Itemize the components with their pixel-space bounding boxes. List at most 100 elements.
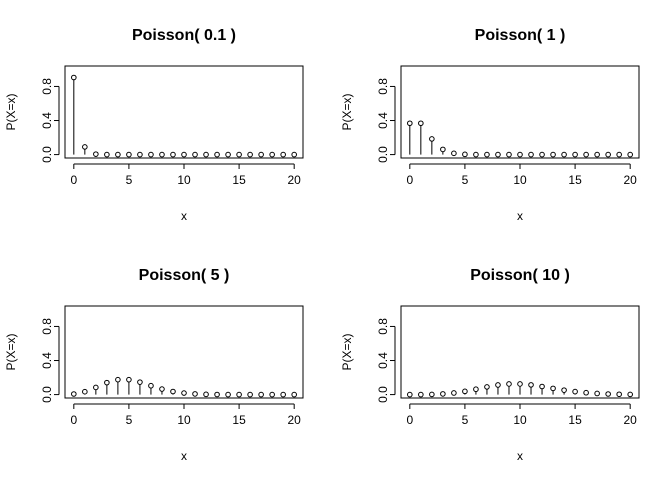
x-tick-label: 0	[406, 173, 413, 187]
data-point	[93, 151, 99, 157]
data-point	[605, 391, 611, 397]
data-point	[82, 388, 88, 395]
data-point	[561, 387, 567, 393]
plot-frame	[64, 65, 304, 159]
data-point	[104, 151, 110, 158]
data-point	[115, 151, 121, 158]
data-point	[616, 391, 622, 398]
y-tick-label: 0.0	[376, 146, 390, 163]
data-point	[583, 389, 589, 396]
data-point	[225, 151, 231, 158]
chart-title: Poisson( 5 )	[139, 267, 230, 284]
data-point	[159, 386, 165, 392]
data-point	[126, 376, 132, 383]
data-point	[280, 151, 286, 158]
chart-title: Poisson( 0.1 )	[132, 27, 236, 44]
data-point	[495, 382, 501, 388]
data-point	[473, 386, 479, 393]
data-point	[473, 151, 479, 158]
data-point	[137, 151, 143, 158]
plot-frame	[400, 305, 640, 399]
data-point	[407, 120, 413, 127]
data-point	[594, 390, 600, 397]
data-point	[181, 390, 187, 396]
data-point	[236, 151, 242, 158]
data-point	[148, 382, 154, 389]
plot-frame	[64, 305, 304, 399]
x-tick-label: 15	[568, 173, 582, 187]
data-point	[104, 379, 110, 386]
x-tick-label: 15	[232, 173, 246, 187]
x-axis-label: x	[181, 449, 187, 463]
data-point	[605, 151, 611, 158]
data-point	[462, 151, 468, 158]
x-axis-label: x	[181, 209, 187, 223]
x-tick-label: 0	[70, 413, 77, 427]
data-point	[407, 391, 413, 398]
data-point	[280, 391, 286, 398]
y-tick-label: 0.8	[40, 78, 54, 95]
data-point	[528, 382, 534, 388]
y-tick-label: 0.4	[40, 352, 54, 369]
data-point	[561, 151, 567, 158]
x-tick-label: 5	[126, 413, 133, 427]
data-point	[627, 391, 633, 398]
data-point	[247, 151, 253, 158]
data-point	[214, 151, 220, 158]
data-point	[214, 391, 220, 398]
data-point	[159, 151, 165, 158]
data-point	[539, 383, 545, 390]
data-point	[192, 391, 198, 397]
y-tick-label: 0.8	[40, 318, 54, 335]
y-axis-label: P(X=x)	[4, 93, 18, 130]
data-point	[517, 151, 523, 158]
panel-poisson-5: Poisson( 5 ) 0 5 10 15 20 x 0.0 0.4 0.8 P(X=x)	[4, 267, 304, 463]
data-point	[247, 391, 253, 398]
data-point	[451, 150, 457, 157]
data-point	[170, 151, 176, 158]
data-point	[225, 391, 231, 398]
data-point	[137, 379, 143, 385]
y-tick-label: 0.8	[376, 318, 390, 335]
data-point	[82, 144, 88, 150]
x-tick-label: 20	[288, 173, 302, 187]
chart-title: Poisson( 1 )	[475, 27, 566, 44]
x-tick-label: 10	[513, 413, 527, 427]
y-axis-label: P(X=x)	[340, 333, 354, 370]
data-point	[203, 391, 209, 398]
data-point	[495, 151, 501, 158]
data-point	[192, 151, 198, 158]
data-point	[181, 151, 187, 158]
data-point	[291, 391, 297, 398]
data-point	[126, 151, 132, 158]
data-point	[440, 146, 446, 153]
data-point	[71, 391, 77, 397]
data-point	[258, 391, 264, 398]
data-point	[429, 136, 435, 142]
data-point	[616, 151, 622, 158]
y-tick-label: 0.4	[40, 112, 54, 129]
data-point	[528, 151, 534, 158]
x-axis-label: x	[517, 449, 523, 463]
y-tick-label: 0.8	[376, 78, 390, 95]
x-tick-label: 10	[177, 173, 191, 187]
data-point	[269, 151, 275, 158]
data-point	[71, 74, 77, 81]
y-tick-label: 0.0	[376, 386, 390, 403]
y-tick-label: 0.0	[40, 146, 54, 163]
y-tick-label: 0.4	[376, 352, 390, 369]
data-point	[484, 384, 490, 390]
y-axis-label: P(X=x)	[340, 93, 354, 130]
data-point	[506, 381, 512, 387]
data-point	[583, 151, 589, 158]
data-point	[572, 388, 578, 395]
data-point	[462, 388, 468, 395]
data-point	[550, 151, 556, 158]
y-tick-label: 0.0	[40, 386, 54, 403]
panel-poisson-0.1: Poisson( 0.1 ) 0 5 10 15 20 x 0.0 0.4 0.8 P(X=x)	[4, 27, 304, 223]
data-point	[594, 151, 600, 158]
data-point	[440, 391, 446, 397]
data-point	[170, 388, 176, 395]
y-tick-label: 0.4	[376, 112, 390, 129]
